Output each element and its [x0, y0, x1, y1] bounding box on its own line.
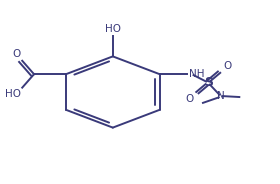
Text: N: N	[217, 91, 225, 101]
Text: O: O	[185, 94, 193, 104]
Text: HO: HO	[5, 89, 21, 99]
Text: S: S	[204, 76, 213, 89]
Text: O: O	[223, 61, 231, 71]
Text: O: O	[13, 49, 21, 59]
Text: HO: HO	[105, 24, 121, 34]
Text: NH: NH	[189, 69, 204, 79]
